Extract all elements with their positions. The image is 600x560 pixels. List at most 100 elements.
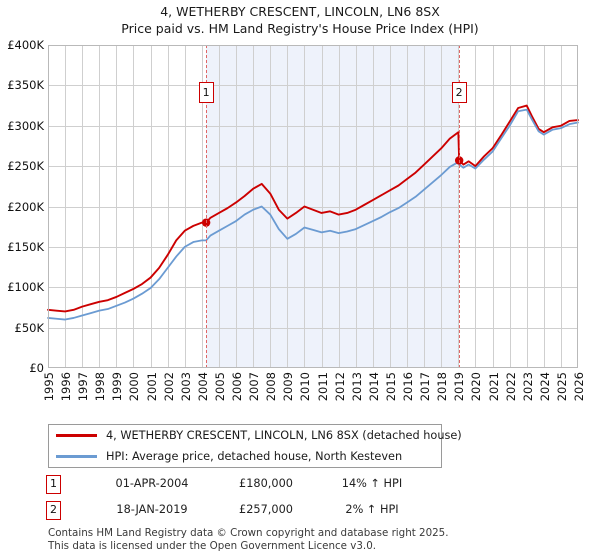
grid-line-vertical (543, 45, 545, 368)
x-axis-tick-label: 2018 (435, 372, 450, 402)
sale-row-1: 1 01-APR-2004 £180,000 14% ↑ HPI (46, 474, 466, 500)
y-axis-tick-label: £100K (7, 280, 44, 295)
grid-line-vertical (389, 45, 391, 368)
x-axis-tick-label: 2011 (315, 372, 330, 402)
x-axis-tick-label: 2002 (161, 372, 176, 402)
grid-line-vertical (116, 45, 118, 368)
legend-item-price: 4, WETHERBY CRESCENT, LINCOLN, LN6 8SX (… (49, 425, 462, 446)
footer-attribution: Contains HM Land Registry data © Crown c… (48, 527, 588, 552)
y-axis-tick-label: £350K (7, 78, 44, 93)
sale-marker-dashed-line (206, 45, 208, 368)
sale-marker-badge-2[interactable]: 2 (451, 82, 467, 103)
series-lines (47, 104, 579, 321)
hpi-average-line (47, 108, 579, 321)
x-axis-tick-label: 1998 (93, 372, 108, 402)
x-axis-tick-label: 2023 (520, 372, 535, 402)
grid-line-vertical (526, 45, 528, 368)
x-axis-tick-label: 2026 (572, 372, 586, 402)
sale-records: 1 01-APR-2004 £180,000 14% ↑ HPI 2 18-JA… (46, 474, 466, 526)
grid-line-horizontal (48, 125, 578, 127)
footer-line-2: This data is licensed under the Open Gov… (48, 539, 377, 552)
price-paid-line (47, 104, 579, 313)
grid-line-vertical (424, 45, 426, 368)
x-axis-tick-label: 2021 (486, 372, 501, 402)
sale-price-1: £180,000 (239, 477, 293, 490)
x-axis-tick-label: 2022 (503, 372, 518, 402)
chart-legend: 4, WETHERBY CRESCENT, LINCOLN, LN6 8SX (… (48, 424, 462, 468)
x-axis-tick-label: 2006 (230, 372, 245, 402)
grid-line-horizontal (48, 287, 578, 289)
grid-line-vertical (441, 45, 443, 368)
x-axis-tick-label: 2010 (298, 372, 313, 402)
title-line-2: Price paid vs. HM Land Registry's House … (121, 21, 479, 36)
x-axis-tick-label: 2014 (366, 372, 381, 402)
grid-line-vertical (338, 45, 340, 368)
grid-line-vertical (560, 45, 562, 368)
x-axis-labels: 1995 1996 1997 1998 1999 2000 2001 2002 2003 2004… (42, 370, 586, 420)
x-axis-tick-label: 2001 (144, 372, 159, 402)
sale-row-2: 2 18-JAN-2019 £257,000 2% ↑ HPI (46, 500, 466, 526)
sale-date-2: 18-JAN-2019 (116, 503, 188, 516)
sale-index-1: 1 (46, 475, 61, 494)
x-axis-tick-label: 2008 (264, 372, 279, 402)
x-axis-tick-label: 1999 (110, 372, 125, 402)
x-axis-tick-label: 2004 (195, 372, 210, 402)
y-axis-tick-label: £250K (7, 159, 44, 174)
sale-date-1: 01-APR-2004 (115, 477, 189, 490)
legend-item-hpi: HPI: Average price, detached house, Nort… (49, 446, 441, 467)
grid-line-vertical (355, 45, 357, 368)
y-axis-tick-label: £400K (7, 38, 44, 52)
grid-line-vertical (167, 45, 169, 368)
legend-swatch-price (56, 434, 97, 437)
grid-line-vertical (184, 45, 186, 368)
sale-hpi-delta-1: 14% ↑ HPI (341, 477, 403, 490)
grid-line-vertical (287, 45, 289, 368)
x-axis-tick-label: 1995 (42, 372, 56, 402)
page-title: 4, WETHERBY CRESCENT, LINCOLN, LN6 8SX P… (0, 3, 600, 37)
grid-line-vertical (218, 45, 220, 368)
legend-label-hpi: HPI: Average price, detached house, Nort… (106, 450, 403, 463)
grid-line-vertical (458, 45, 460, 368)
grid-line-vertical (65, 45, 67, 368)
sale-marker-badge-1[interactable]: 1 (198, 82, 214, 103)
sale-marker-dashed-line (459, 45, 461, 368)
footer-line-1: Contains HM Land Registry data © Crown c… (48, 527, 449, 539)
x-axis-tick-label: 2015 (383, 372, 398, 402)
grid-line-vertical (492, 45, 494, 368)
grid-line-horizontal (48, 206, 578, 208)
x-axis-tick-label: 2019 (452, 372, 467, 402)
grid-line-vertical (475, 45, 477, 368)
y-axis-tick-label: £50K (14, 320, 45, 335)
sale-hpi-delta-2: 2% ↑ HPI (345, 503, 399, 516)
grid-line-horizontal (48, 85, 578, 87)
legend-swatch-hpi (56, 455, 97, 458)
grid-line-vertical (253, 45, 255, 368)
grid-line-vertical (133, 45, 135, 368)
x-axis-tick-label: 2000 (127, 372, 142, 402)
y-axis-tick-label: £150K (7, 239, 44, 254)
y-axis-tick-label: £0 (29, 361, 44, 375)
x-axis-tick-label: 2009 (281, 372, 296, 402)
y-axis-tick-label: £200K (7, 199, 44, 214)
grid-line-vertical (201, 45, 203, 368)
x-axis-tick-label: 2024 (537, 372, 552, 402)
x-axis-tick-label: 2005 (212, 372, 227, 402)
grid-line-vertical (407, 45, 409, 368)
sale-index-2: 2 (46, 501, 61, 520)
grid-line-horizontal (48, 166, 578, 168)
grid-line-vertical (372, 45, 374, 368)
grid-line-vertical (321, 45, 323, 368)
y-axis-tick-label: £300K (7, 118, 44, 133)
legend-label-price: 4, WETHERBY CRESCENT, LINCOLN, LN6 8SX (… (106, 429, 462, 442)
x-axis-tick-label: 2016 (401, 372, 416, 402)
y-axis-labels: £0 £50K £100K £150K £200K £250K £300K £350K £400… (0, 38, 48, 375)
grid-line-vertical (82, 45, 84, 368)
x-axis-tick-label: 2017 (418, 372, 433, 402)
x-axis-tick-label: 2007 (247, 372, 262, 402)
grid-line-horizontal (48, 327, 578, 329)
grid-line-vertical (270, 45, 272, 368)
x-axis-tick-label: 2003 (178, 372, 193, 402)
grid-line-vertical (99, 45, 101, 368)
